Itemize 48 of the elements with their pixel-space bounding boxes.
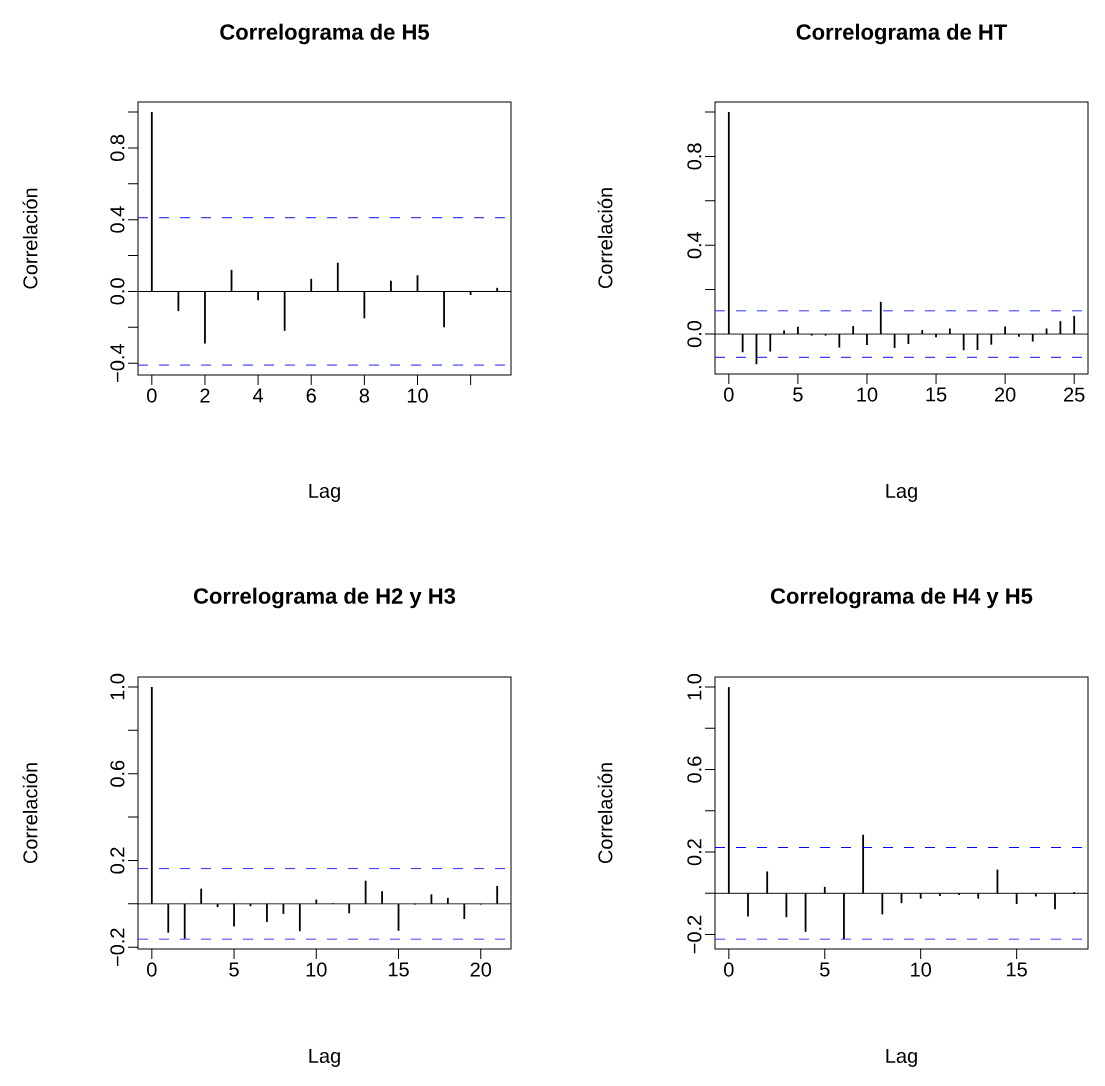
x-tick-label: 0 (147, 962, 157, 977)
x-tick-label: 15 (926, 387, 947, 402)
y-tick-label: 0.8 (687, 143, 702, 170)
y-tick-label: 0.2 (687, 839, 702, 866)
x-tick-label: 10 (306, 962, 327, 977)
y-tick-label: −0.2 (110, 928, 125, 966)
x-tick-label: 25 (1064, 387, 1085, 402)
y-tick-label: 0.4 (110, 206, 125, 233)
x-tick-label: 10 (407, 388, 428, 403)
x-axis-title: Lag (309, 484, 340, 502)
y-tick-label: 0.6 (687, 756, 702, 783)
x-tick-label: 2 (200, 388, 210, 403)
y-tick-label: 0.6 (110, 760, 125, 787)
x-tick-label: 5 (229, 962, 239, 977)
x-tick-label: 4 (252, 388, 264, 403)
x-axis-title: Lag (886, 484, 917, 502)
x-tick-label: 15 (1007, 962, 1027, 977)
x-tick-label: 8 (359, 388, 370, 403)
x-tick-label: 20 (995, 387, 1016, 402)
x-tick-label: 15 (388, 962, 409, 977)
chart-title: Correlograma de H5 (220, 23, 429, 45)
y-tick-label: −0.4 (110, 343, 125, 382)
y-tick-label: 0.4 (687, 231, 702, 259)
y-axis-title: Correlación (597, 763, 613, 864)
x-tick-label: 10 (857, 387, 878, 402)
x-tick-label: 6 (306, 388, 316, 403)
x-tick-label: 5 (820, 962, 830, 977)
y-tick-label: −0.2 (687, 915, 702, 954)
y-tick-label: 0.8 (110, 134, 125, 162)
y-axis-title: Correlación (597, 188, 613, 289)
y-axis-title: Correlación (22, 188, 38, 289)
y-tick-label: 0.0 (687, 320, 702, 348)
x-tick-label: 10 (911, 962, 932, 977)
y-tick-label: 0.2 (110, 847, 125, 874)
x-axis-title: Lag (309, 1049, 340, 1067)
x-tick-label: 5 (793, 387, 803, 402)
chart-title: Correlograma de H4 y H5 (770, 587, 1033, 609)
x-tick-label: 0 (724, 962, 734, 977)
y-axis-title: Correlación (22, 763, 38, 864)
x-axis-title: Lag (886, 1049, 917, 1067)
y-tick-label: 1.0 (687, 673, 702, 700)
x-tick-label: 0 (724, 387, 734, 402)
x-tick-label: 0 (147, 388, 157, 403)
x-tick-label: 20 (470, 962, 492, 977)
y-tick-label: 1.0 (110, 673, 125, 700)
y-tick-label: 0.0 (110, 278, 125, 305)
chart-title: Correlograma de H2 y H3 (193, 587, 456, 609)
chart-title: Correlograma de HT (796, 23, 1007, 45)
